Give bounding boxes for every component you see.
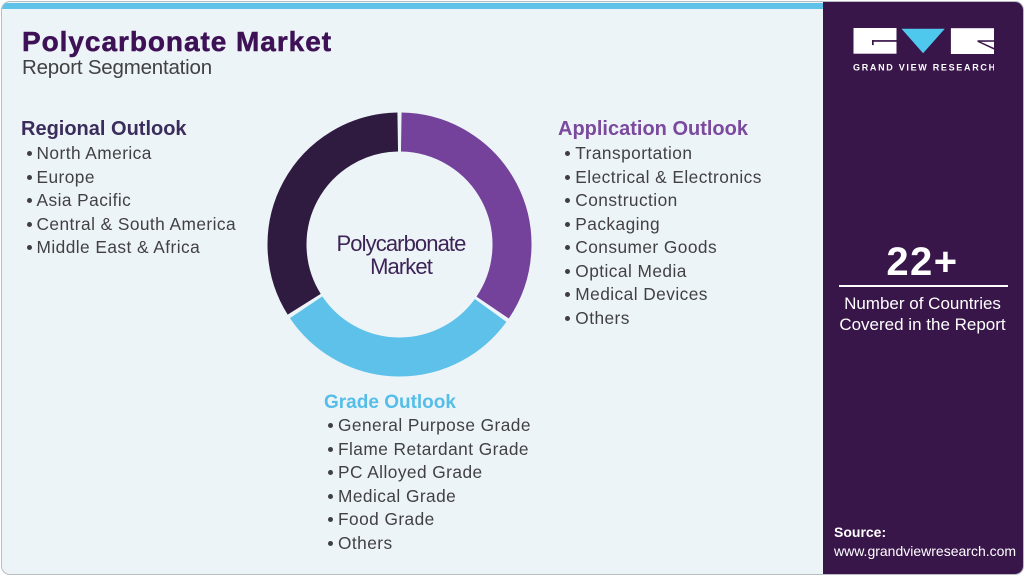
svg-text:GRAND VIEW RESEARCH: GRAND VIEW RESEARCH	[853, 63, 994, 73]
